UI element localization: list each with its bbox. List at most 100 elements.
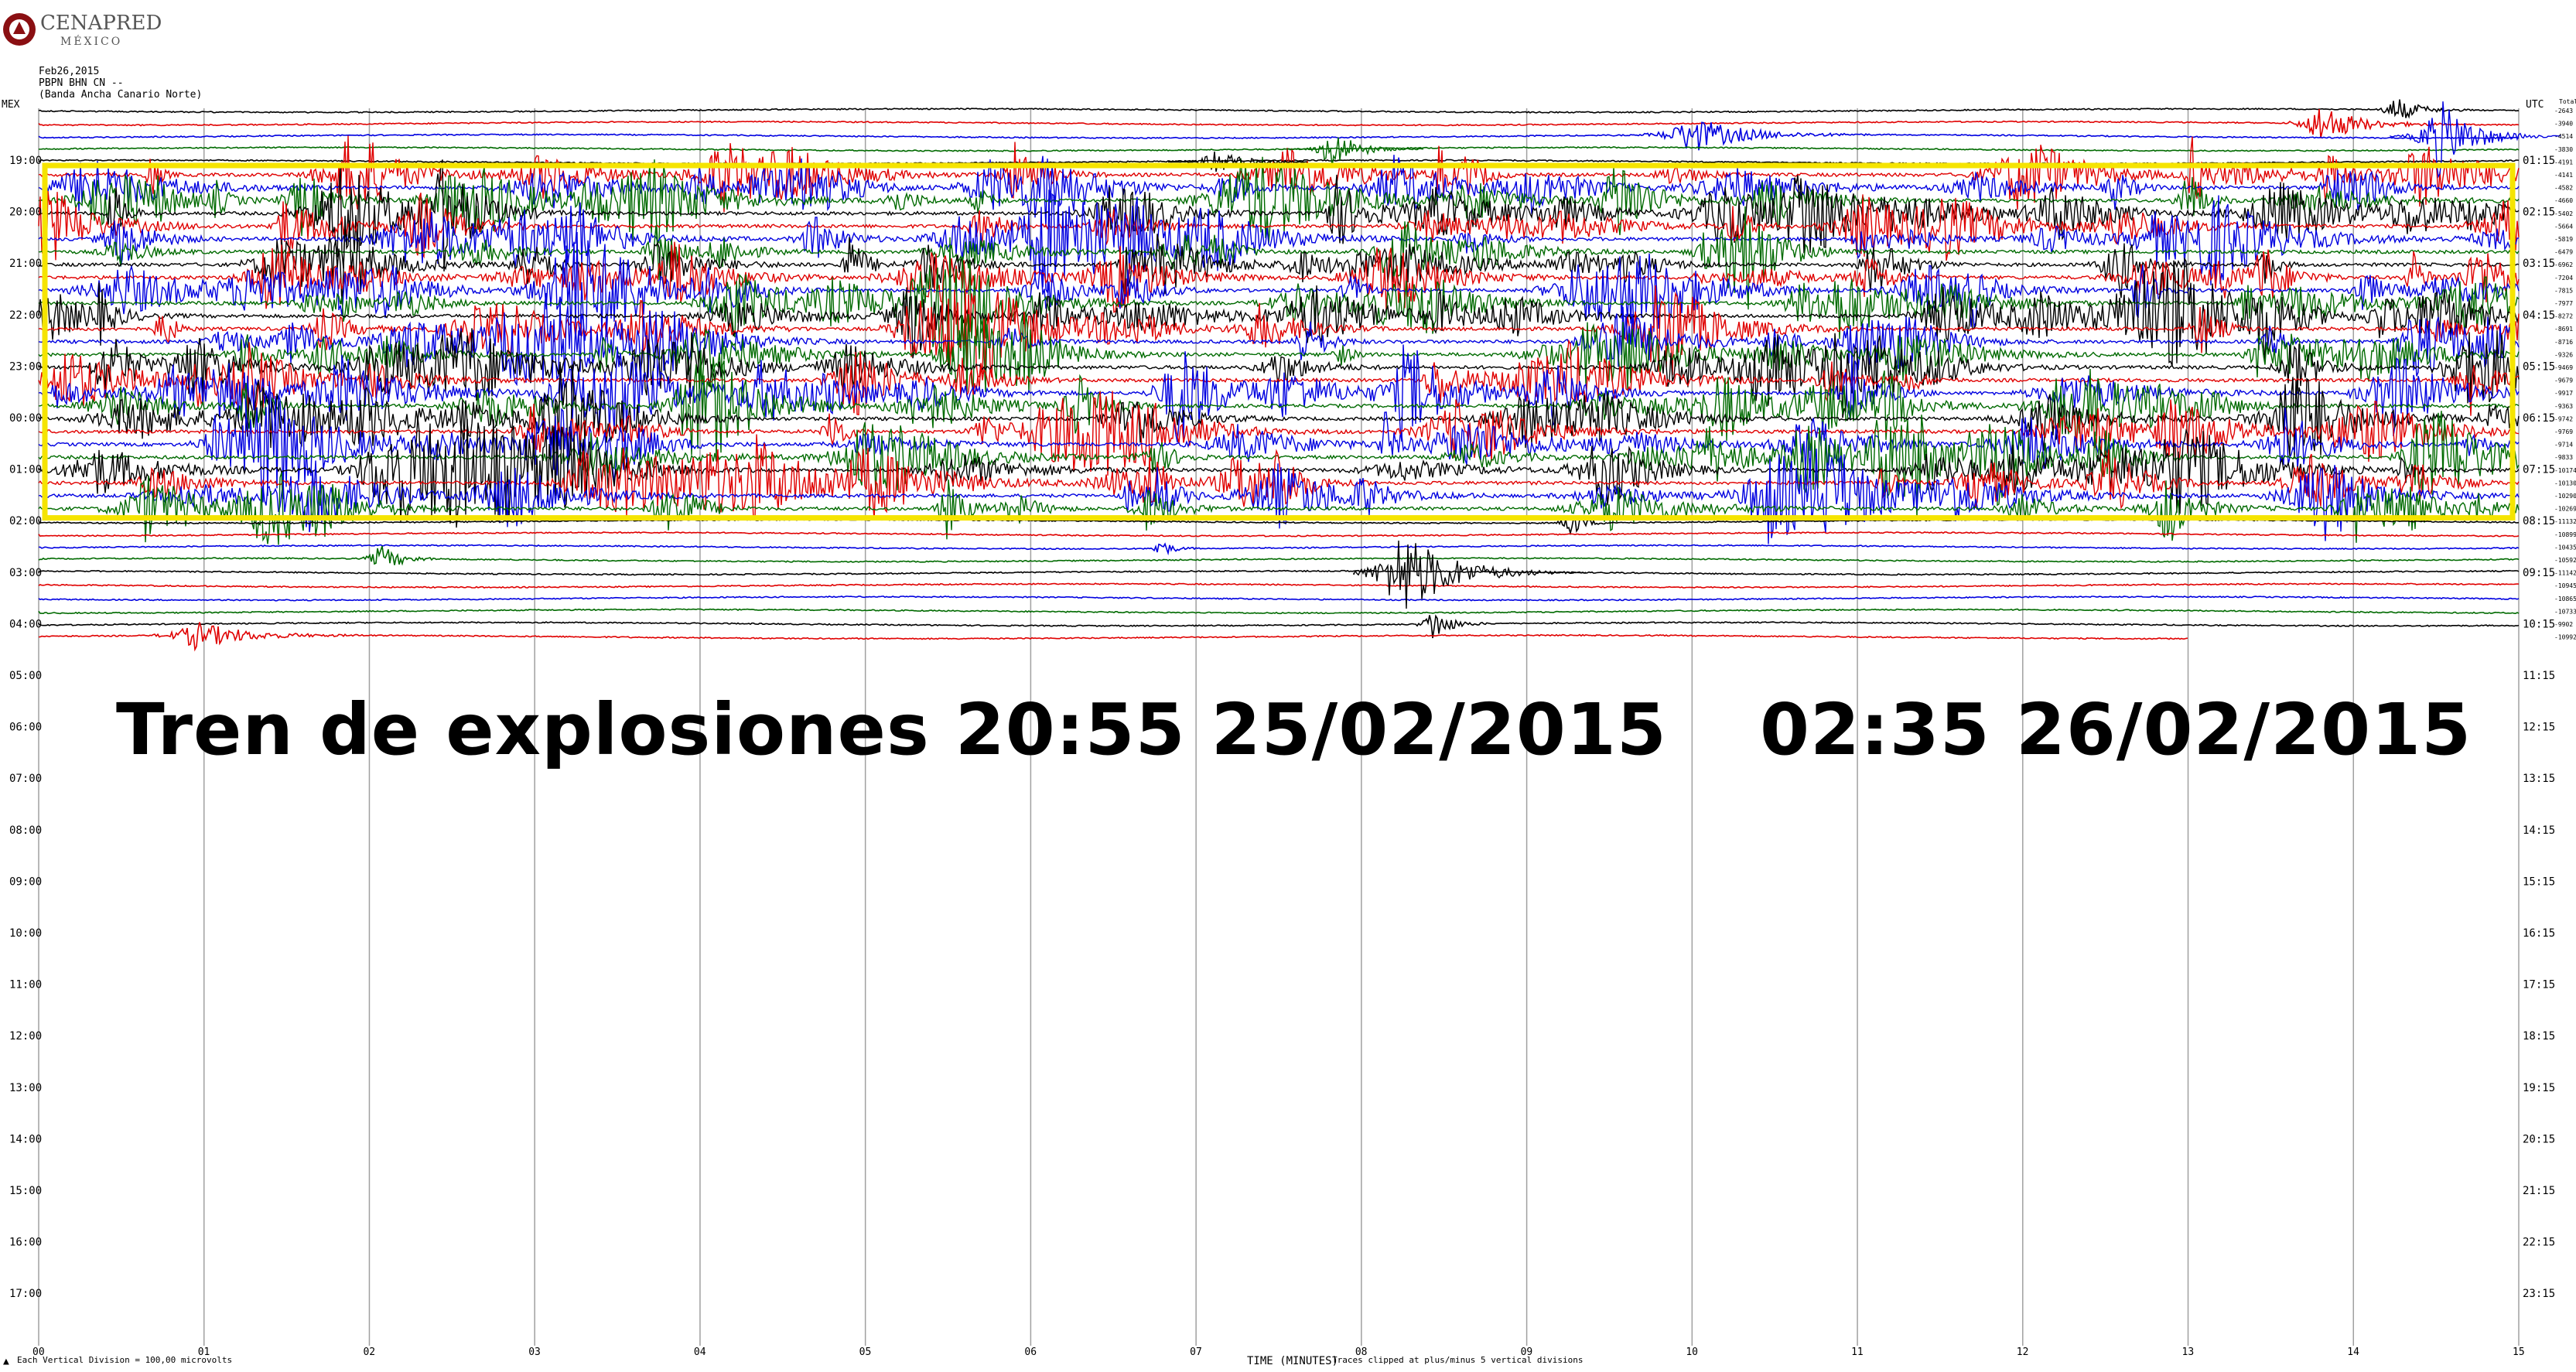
header-station: PBPN BHN CN -- bbox=[39, 77, 124, 89]
rms-label: -9469 bbox=[2554, 364, 2573, 371]
seismic-trace bbox=[38, 417, 2520, 528]
right-hour-label: 21:15 bbox=[2523, 1185, 2555, 1197]
rms-label: -10992 bbox=[2554, 634, 2576, 641]
left-hour-label: 23:00 bbox=[9, 360, 42, 373]
seismic-trace bbox=[38, 381, 2520, 503]
seismic-event bbox=[2390, 101, 2561, 179]
explosion-annotation: Tren de explosiones 20:55 25/02/2015 02:3… bbox=[116, 688, 2475, 771]
rms-label: -10865 bbox=[2554, 596, 2576, 602]
left-zone-label: MEX bbox=[2, 99, 20, 111]
x-tick-label: 04 bbox=[694, 1346, 706, 1358]
logo-name: CENAPRED bbox=[40, 12, 162, 35]
seismic-trace bbox=[38, 135, 2520, 213]
seismic-trace bbox=[38, 545, 2520, 566]
footer-clip-note: Traces clipped at plus/minus 5 vertical … bbox=[1332, 1355, 1584, 1365]
seismic-trace bbox=[38, 434, 2520, 521]
right-hour-label: 10:15 bbox=[2523, 618, 2555, 630]
seismic-trace bbox=[38, 292, 2520, 387]
seismic-trace bbox=[38, 99, 2520, 119]
left-hour-label: 11:00 bbox=[9, 979, 42, 991]
right-hour-label: 20:15 bbox=[2523, 1133, 2555, 1145]
rms-label: -9679 bbox=[2554, 377, 2573, 384]
left-hour-label: 13:00 bbox=[9, 1082, 42, 1094]
left-hour-label: 16:00 bbox=[9, 1237, 42, 1249]
right-hour-label: 07:15 bbox=[2523, 464, 2555, 476]
rms-label: -10435 bbox=[2554, 544, 2576, 551]
seismic-trace bbox=[38, 622, 2188, 652]
seismic-trace bbox=[38, 257, 2520, 367]
rms-label: -10269 bbox=[2554, 506, 2576, 513]
annotation-end: 02:35 26/02/2015 bbox=[1759, 688, 2472, 771]
right-hour-label: 05:15 bbox=[2523, 360, 2555, 373]
seismic-trace bbox=[38, 237, 2520, 370]
left-hour-label: 07:00 bbox=[9, 773, 42, 785]
rms-label: -9326 bbox=[2554, 351, 2573, 358]
left-hour-label: 15:00 bbox=[9, 1185, 42, 1197]
rms-label: -7204 bbox=[2554, 275, 2573, 282]
left-hour-label: 00:00 bbox=[9, 412, 42, 425]
left-hour-label: 02:00 bbox=[9, 515, 42, 527]
rms-header: Total RMS bbox=[2559, 98, 2576, 105]
right-hour-label: 14:15 bbox=[2523, 824, 2555, 837]
rms-label: -9714 bbox=[2554, 442, 2573, 449]
seismic-trace bbox=[38, 339, 2520, 416]
x-tick-label: 02 bbox=[363, 1346, 375, 1358]
right-hour-label: 23:15 bbox=[2523, 1288, 2555, 1300]
seismic-traces bbox=[38, 99, 2561, 652]
rms-label: -9742 bbox=[2554, 415, 2573, 422]
rms-label: -3940 bbox=[2554, 121, 2573, 128]
rms-label: -7815 bbox=[2554, 287, 2573, 294]
right-hour-label: 08:15 bbox=[2523, 515, 2555, 527]
left-hour-label: 19:00 bbox=[9, 155, 42, 167]
rms-label: -9363 bbox=[2554, 403, 2573, 410]
right-hour-label: 01:15 bbox=[2523, 155, 2555, 167]
right-hour-labels: 01:15 02:15 03:15 04:15 05:15 06:15 07:15 08:15… bbox=[2523, 155, 2555, 1300]
left-hour-label: 09:00 bbox=[9, 875, 42, 888]
seismic-trace bbox=[38, 472, 2520, 545]
rms-label: -11142 bbox=[2554, 570, 2576, 577]
rms-label: -11132 bbox=[2554, 518, 2576, 525]
rms-label: -3830 bbox=[2554, 146, 2573, 153]
seismic-trace bbox=[38, 206, 2520, 310]
seismic-trace bbox=[38, 190, 2520, 261]
seismic-trace bbox=[38, 614, 2520, 639]
rms-label: -9902 bbox=[2554, 621, 2573, 628]
left-hour-labels: 19:00 20:00 21:00 22:00 23:00 00:00 01:00 02:00… bbox=[9, 155, 42, 1300]
rms-label: -8691 bbox=[2554, 326, 2573, 333]
x-tick-label: 01 bbox=[198, 1346, 210, 1358]
x-tick-label: 13 bbox=[2182, 1346, 2195, 1358]
rms-label: -5664 bbox=[2554, 223, 2573, 230]
left-hour-label: 05:00 bbox=[9, 670, 42, 682]
rms-label: -5402 bbox=[2554, 210, 2573, 217]
x-tick-label: 14 bbox=[2347, 1346, 2359, 1358]
rms-label: -9769 bbox=[2554, 428, 2573, 435]
seismic-trace bbox=[38, 531, 2520, 538]
right-hour-label: 06:15 bbox=[2523, 412, 2555, 425]
x-tick-label: 06 bbox=[1024, 1346, 1037, 1358]
rms-labels: -2643 -3940 -4514 -3830 -4191 -4141 -4582 -4660… bbox=[2554, 108, 2576, 641]
seismic-trace bbox=[38, 361, 2520, 470]
footer-scale-note: Each Vertical Division = 100,00 microvol… bbox=[17, 1355, 232, 1365]
left-hour-label: 08:00 bbox=[9, 824, 42, 837]
left-hour-label: 14:00 bbox=[9, 1133, 42, 1145]
right-hour-label: 18:15 bbox=[2523, 1030, 2555, 1043]
annotation-start: Tren de explosiones 20:55 25/02/2015 bbox=[116, 688, 1667, 771]
right-hour-label: 02:15 bbox=[2523, 206, 2555, 219]
left-hour-label: 06:00 bbox=[9, 722, 42, 734]
right-hour-label: 19:15 bbox=[2523, 1082, 2555, 1094]
right-hour-label: 16:15 bbox=[2523, 927, 2555, 940]
seismic-trace bbox=[38, 121, 2520, 151]
rms-label: -4141 bbox=[2554, 172, 2573, 179]
seismic-trace bbox=[38, 216, 2520, 305]
rms-label: -4191 bbox=[2554, 159, 2573, 166]
x-tick-labels: 00 01 02 03 04 05 06 07 08 09 10 11 12 13 14 15 bbox=[32, 1346, 2525, 1358]
x-axis-label: TIME (MINUTES) bbox=[1247, 1355, 1338, 1367]
seismic-trace bbox=[38, 285, 2520, 378]
rms-label: -10733 bbox=[2554, 608, 2576, 615]
left-hour-label: 17:00 bbox=[9, 1288, 42, 1300]
left-hour-label: 04:00 bbox=[9, 618, 42, 630]
x-tick-label: 00 bbox=[32, 1346, 45, 1358]
seismic-trace bbox=[38, 155, 2520, 227]
seismic-trace bbox=[38, 189, 2520, 293]
